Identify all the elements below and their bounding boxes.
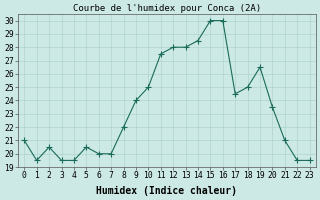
Title: Courbe de l'humidex pour Conca (2A): Courbe de l'humidex pour Conca (2A) [73,4,261,13]
X-axis label: Humidex (Indice chaleur): Humidex (Indice chaleur) [96,186,237,196]
